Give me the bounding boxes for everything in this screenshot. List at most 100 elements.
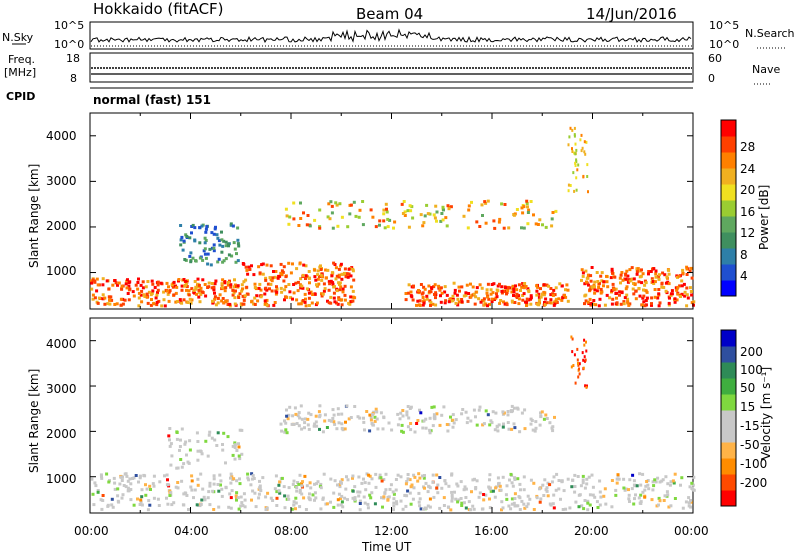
power-cell <box>643 304 647 308</box>
power-cell <box>411 298 415 302</box>
power-cell <box>495 292 498 296</box>
velocity-cell <box>284 421 288 425</box>
power-cell <box>552 288 556 292</box>
power-cell <box>330 271 334 275</box>
velocity-cell <box>610 505 614 509</box>
power-cell <box>443 290 447 294</box>
velocity-cell <box>583 355 586 359</box>
velocity-cell <box>221 448 225 452</box>
power-cell <box>464 293 468 297</box>
power-cell <box>421 296 425 299</box>
power-cell <box>221 244 225 248</box>
beam-title: Beam 04 <box>356 5 423 23</box>
velocity-cell <box>382 416 386 420</box>
power-cell <box>493 226 497 230</box>
power-cell <box>382 219 386 223</box>
velocity-cell <box>240 501 244 505</box>
power-cell <box>378 219 382 223</box>
power-cell <box>593 288 597 292</box>
velocity-ytick-4000: 4000 <box>46 337 77 351</box>
power-cell <box>123 298 127 302</box>
power-cell <box>269 264 273 268</box>
power-cell <box>257 286 261 290</box>
velocity-cell <box>308 492 311 496</box>
power-cell <box>156 283 160 287</box>
velocity-cell <box>672 481 676 485</box>
power-cell <box>592 299 596 302</box>
power-cell <box>456 297 460 301</box>
power-cell <box>213 282 217 286</box>
power-cell <box>580 278 583 282</box>
velocity-cell <box>375 410 379 414</box>
velocity-cell <box>422 476 426 480</box>
power-colorbar <box>720 119 737 297</box>
velocity-cell <box>218 473 222 477</box>
power-cell <box>551 293 555 297</box>
power-cell <box>434 303 438 307</box>
power-cell <box>552 303 556 307</box>
power-cell <box>242 280 246 284</box>
velocity-cell <box>522 488 526 492</box>
power-cell <box>140 300 144 304</box>
velocity-cell <box>315 424 319 428</box>
velocity-cell <box>482 493 486 496</box>
power-cell <box>218 243 222 247</box>
velocity-cell <box>140 495 144 499</box>
velocity-cell <box>179 438 182 442</box>
power-cell <box>275 287 279 291</box>
power-cell <box>313 292 317 296</box>
velocity-cell <box>427 485 431 489</box>
power-cell <box>237 296 241 299</box>
velocity-cell <box>520 499 524 503</box>
velocity-cell <box>510 502 514 506</box>
velocity-cell <box>264 495 268 499</box>
power-cell <box>280 269 284 273</box>
velocity-cell <box>107 480 111 484</box>
power-cell <box>268 276 272 280</box>
velocity-cell <box>169 491 173 495</box>
power-cell <box>469 282 472 286</box>
power-cell <box>336 224 340 228</box>
power-cell <box>557 297 561 301</box>
velocity-cell <box>574 500 578 504</box>
velocity-cell <box>219 483 222 487</box>
velocity-cell <box>113 481 117 485</box>
velocity-cell <box>400 423 404 427</box>
velocity-cell <box>583 499 587 502</box>
velocity-cell <box>309 413 313 417</box>
velocity-cell <box>435 412 439 416</box>
power-cell <box>309 290 313 294</box>
velocity-cell <box>211 489 215 493</box>
power-cell <box>444 216 448 220</box>
velocity-cell <box>292 500 296 504</box>
velocity-cell <box>368 429 372 433</box>
power-cell <box>619 281 622 285</box>
power-cell <box>643 283 647 287</box>
velocity-cell <box>327 418 331 422</box>
power-cell <box>432 213 436 217</box>
power-cell <box>197 283 201 287</box>
power-cell <box>392 226 395 230</box>
velocity-cell <box>646 479 650 482</box>
velocity-cell <box>501 475 505 479</box>
power-cell <box>460 300 464 304</box>
power-cell <box>421 224 425 228</box>
power-cell <box>561 296 565 300</box>
velocity-cell <box>100 475 103 478</box>
power-ytick-1000: 1000 <box>46 264 77 278</box>
velocity-cell <box>516 477 520 481</box>
velocity-cell <box>138 503 142 506</box>
velocity-cell <box>380 496 383 500</box>
velocity-cell <box>545 486 549 490</box>
velocity-cell <box>586 501 590 505</box>
velocity-cell <box>90 477 94 481</box>
velocity-cell <box>548 421 552 425</box>
power-cell <box>313 268 317 272</box>
velocity-cell <box>416 419 420 422</box>
velocity-cell <box>407 416 411 420</box>
velocity-cell <box>339 480 342 484</box>
velocity-cell <box>143 474 147 478</box>
velocity-cell <box>512 422 516 426</box>
power-cell <box>199 286 203 290</box>
power-cell <box>103 302 107 306</box>
